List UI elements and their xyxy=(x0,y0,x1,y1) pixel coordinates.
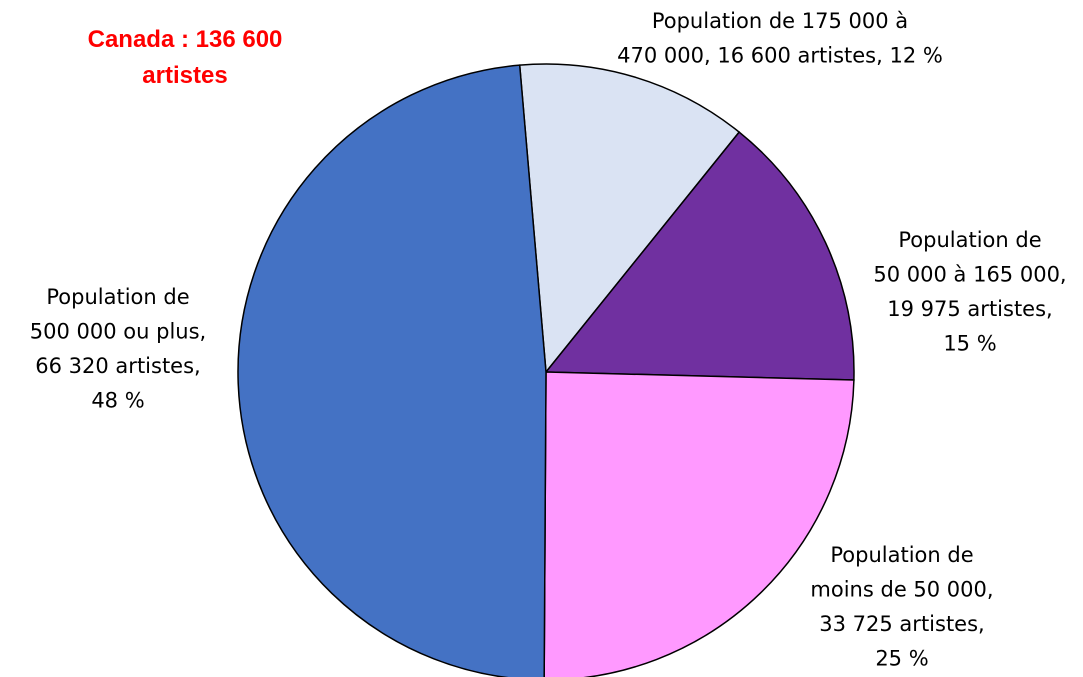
pie-slice xyxy=(543,371,855,677)
pie-slice xyxy=(237,64,547,677)
chart-title: Canada : 136 600 artistes xyxy=(87,26,283,89)
pie-slice xyxy=(518,63,741,374)
slice-label: 48 % xyxy=(91,389,144,413)
slice-label: 15 % xyxy=(943,332,996,356)
slice-label: Population de xyxy=(46,285,189,309)
slice-label: 66 320 artistes, xyxy=(35,354,200,378)
slice-label: 50 000 à 165 000, xyxy=(873,263,1066,287)
slice-label: 470 000, 16 600 artistes, 12 % xyxy=(617,44,943,68)
slice-label: 19 975 artistes, xyxy=(887,297,1052,321)
slice-label: moins de 50 000, xyxy=(810,578,993,602)
slice-label: 33 725 artistes, xyxy=(819,612,984,636)
slice-label: 25 % xyxy=(875,647,928,671)
slice-label: Population de xyxy=(898,228,1041,252)
slice-label: Population de xyxy=(830,543,973,567)
pie-slice xyxy=(544,131,855,381)
slice-label: 500 000 ou plus, xyxy=(30,320,206,344)
slice-label: Population de 175 000 à xyxy=(652,9,908,33)
